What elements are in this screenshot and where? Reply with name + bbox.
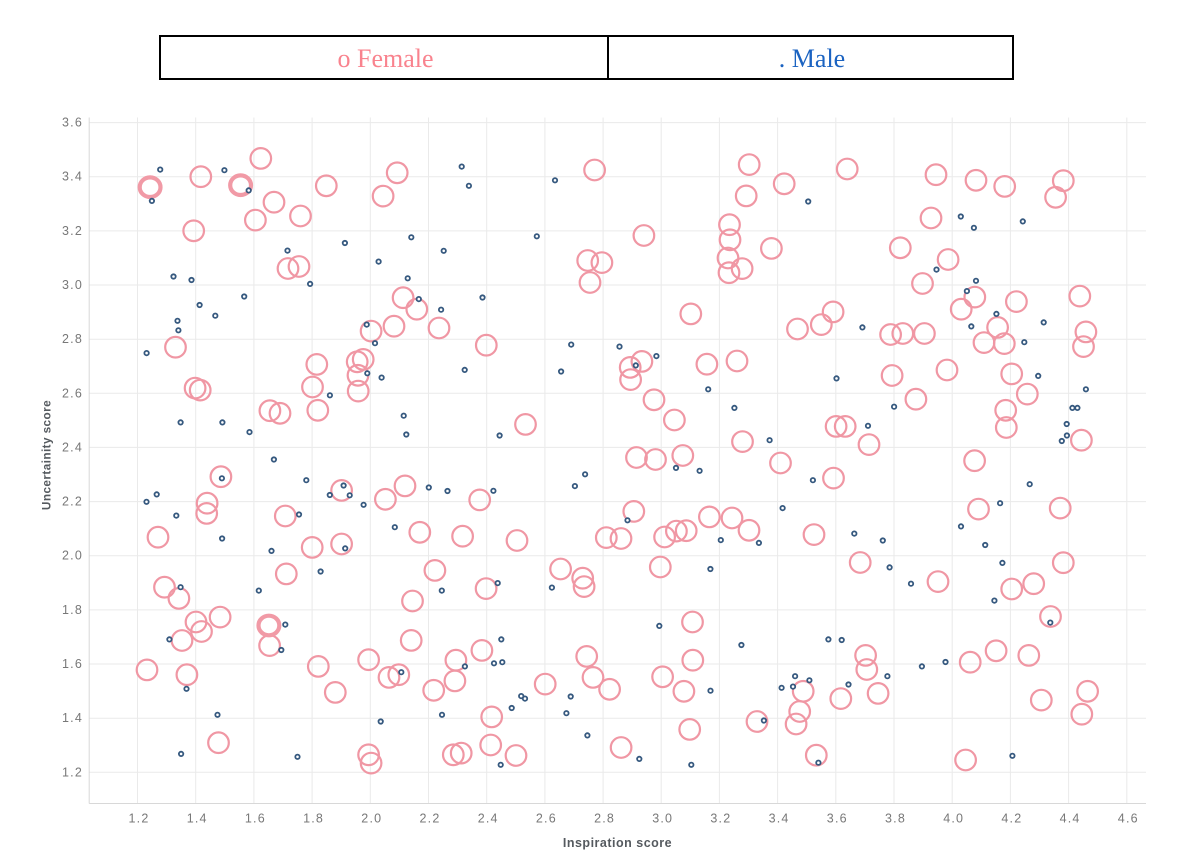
svg-text:2.6: 2.6	[62, 386, 83, 400]
svg-text:3.0: 3.0	[62, 278, 83, 292]
svg-text:2.6: 2.6	[536, 812, 557, 826]
svg-text:3.8: 3.8	[885, 812, 906, 826]
svg-text:2.2: 2.2	[62, 495, 83, 509]
svg-text:1.2: 1.2	[129, 812, 150, 826]
svg-text:2.8: 2.8	[594, 812, 615, 826]
svg-text:2.4: 2.4	[478, 812, 499, 826]
svg-text:1.8: 1.8	[62, 603, 83, 617]
svg-text:3.2: 3.2	[710, 812, 731, 826]
svg-text:2.4: 2.4	[62, 440, 83, 454]
svg-text:Uncertainity score: Uncertainity score	[40, 400, 54, 510]
svg-text:3.6: 3.6	[62, 116, 83, 130]
svg-text:4.2: 4.2	[1001, 812, 1022, 826]
svg-text:3.0: 3.0	[652, 812, 673, 826]
svg-text:1.4: 1.4	[187, 812, 208, 826]
svg-text:1.6: 1.6	[62, 657, 83, 671]
svg-text:2.8: 2.8	[62, 332, 83, 346]
svg-text:4.6: 4.6	[1118, 812, 1139, 826]
svg-text:2.2: 2.2	[420, 812, 441, 826]
svg-text:4.0: 4.0	[943, 812, 964, 826]
svg-text:Inspiration score: Inspiration score	[563, 836, 672, 850]
svg-text:3.4: 3.4	[62, 170, 83, 184]
svg-text:3.2: 3.2	[62, 224, 83, 238]
svg-text:3.4: 3.4	[769, 812, 790, 826]
svg-text:2.0: 2.0	[361, 812, 382, 826]
svg-text:2.0: 2.0	[62, 549, 83, 563]
svg-text:1.6: 1.6	[245, 812, 266, 826]
svg-text:1.8: 1.8	[303, 812, 324, 826]
svg-text:3.6: 3.6	[827, 812, 848, 826]
svg-text:1.4: 1.4	[62, 711, 83, 725]
svg-text:4.4: 4.4	[1060, 812, 1081, 826]
svg-text:1.2: 1.2	[62, 765, 83, 779]
